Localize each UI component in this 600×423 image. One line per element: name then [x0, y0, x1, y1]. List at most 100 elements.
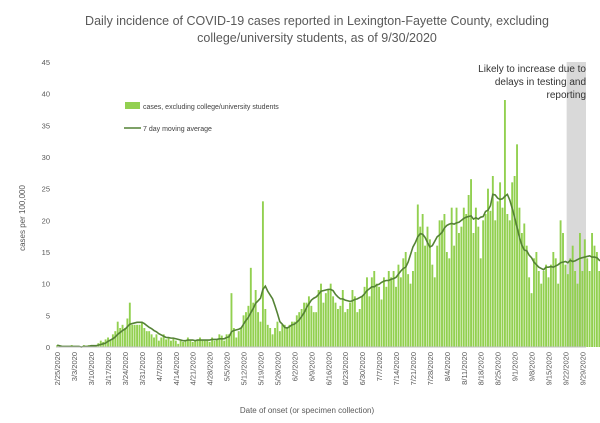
daily-case-bar	[428, 239, 431, 347]
daily-case-bar	[416, 204, 419, 347]
chart-title-line-2: college/university students, as of 9/30/…	[197, 31, 437, 45]
x-tick-label: 6/9/2020	[307, 352, 316, 381]
y-tick-label: 30	[42, 153, 50, 162]
daily-case-bar	[499, 182, 502, 347]
legend-bar-label: cases, excluding college/university stud…	[143, 104, 279, 111]
daily-case-bar	[271, 334, 274, 347]
x-tick-label: 4/7/2020	[155, 352, 164, 381]
daily-case-bar	[203, 340, 206, 347]
daily-case-bar	[172, 338, 175, 347]
chart-title-line-1: Daily incidence of COVID-19 cases report…	[85, 14, 549, 28]
daily-case-bar	[242, 315, 245, 347]
daily-case-bar	[545, 264, 548, 347]
daily-case-bar	[245, 312, 247, 347]
x-tick-label: 6/2/2020	[290, 352, 299, 381]
daily-case-bar	[397, 264, 400, 347]
daily-case-bar	[232, 328, 235, 347]
daily-case-bar	[124, 328, 126, 347]
x-tick-label: 9/15/2020	[544, 352, 553, 385]
daily-case-bar	[257, 312, 260, 347]
daily-case-bar	[431, 264, 434, 347]
daily-case-bar	[378, 286, 381, 347]
daily-case-bar	[213, 340, 216, 347]
daily-case-bar	[530, 293, 533, 347]
x-tick-label: 9/8/2020	[528, 352, 537, 381]
daily-case-bar	[387, 271, 390, 347]
daily-case-bar	[138, 324, 141, 347]
daily-case-bar	[199, 337, 201, 347]
daily-case-bar	[225, 334, 228, 347]
daily-case-bar	[184, 340, 187, 347]
daily-case-bar	[240, 328, 243, 347]
x-tick-label: 6/16/2020	[324, 352, 333, 385]
daily-case-bar	[571, 245, 574, 347]
daily-case-bar	[426, 226, 429, 347]
daily-case-bar	[455, 207, 458, 347]
daily-case-bar	[441, 220, 443, 347]
daily-case-bar	[382, 277, 385, 347]
x-tick-label: 8/18/2020	[477, 352, 486, 385]
annotation-line-2: delays in testing and	[495, 77, 586, 88]
daily-case-bar	[491, 176, 494, 347]
x-tick-label: 3/3/2020	[70, 352, 79, 381]
x-tick-label: 3/10/2020	[87, 352, 96, 385]
daily-case-bar	[167, 337, 170, 347]
daily-case-bar	[472, 233, 475, 347]
daily-case-bar	[489, 210, 492, 347]
daily-case-bar	[547, 277, 550, 347]
daily-case-bar	[462, 207, 465, 347]
x-tick-label: 5/12/2020	[240, 352, 249, 385]
daily-case-bar	[264, 309, 267, 347]
daily-case-bar	[593, 245, 596, 347]
daily-case-bar	[194, 340, 197, 347]
x-tick-label: 4/14/2020	[172, 352, 181, 385]
daily-case-bar	[540, 283, 543, 347]
daily-case-bar	[344, 312, 347, 347]
x-tick-label: 6/30/2020	[358, 352, 367, 385]
daily-case-bar	[341, 290, 344, 347]
daily-case-bar	[404, 252, 407, 347]
daily-case-bar	[133, 324, 136, 347]
daily-case-bar	[356, 312, 359, 347]
daily-case-bar	[336, 309, 339, 347]
daily-case-bar	[162, 334, 165, 347]
daily-case-bar	[269, 328, 272, 347]
daily-case-bar	[303, 302, 306, 347]
daily-case-bar	[317, 290, 320, 347]
daily-case-bar	[370, 277, 373, 347]
daily-case-bar	[276, 321, 279, 347]
x-tick-label: 9/22/2020	[561, 352, 570, 385]
daily-case-bar	[218, 334, 221, 347]
daily-case-bar	[288, 324, 291, 347]
x-tick-label: 7/14/2020	[392, 352, 401, 385]
daily-case-bar	[407, 274, 410, 347]
daily-case-bar	[537, 271, 540, 347]
daily-case-bar	[562, 233, 564, 347]
daily-case-bar	[358, 309, 361, 347]
daily-case-bar	[576, 283, 579, 347]
daily-case-bar	[535, 252, 538, 347]
daily-case-bar	[595, 252, 598, 347]
daily-case-bar	[191, 341, 194, 347]
daily-case-bar	[281, 324, 284, 347]
daily-case-bar	[150, 334, 153, 347]
daily-case-bar	[574, 271, 577, 347]
daily-case-bar	[206, 340, 209, 347]
daily-case-bar	[453, 245, 456, 347]
daily-case-bar	[588, 271, 591, 347]
daily-case-bar	[421, 214, 424, 347]
daily-case-bar	[436, 245, 439, 347]
y-tick-label: 20	[42, 216, 50, 225]
x-tick-label: 8/11/2020	[460, 352, 469, 385]
daily-case-bar	[586, 258, 589, 347]
daily-case-bar	[424, 245, 427, 347]
legend-bar-swatch	[125, 102, 140, 109]
daily-case-bar	[523, 223, 526, 347]
daily-case-bar	[569, 258, 572, 347]
daily-case-bar	[320, 283, 322, 347]
daily-case-bar	[119, 328, 122, 347]
x-tick-label: 3/17/2020	[104, 352, 113, 385]
y-tick-label: 5	[46, 311, 50, 320]
daily-case-bar	[339, 305, 342, 347]
daily-case-bar	[259, 321, 262, 347]
